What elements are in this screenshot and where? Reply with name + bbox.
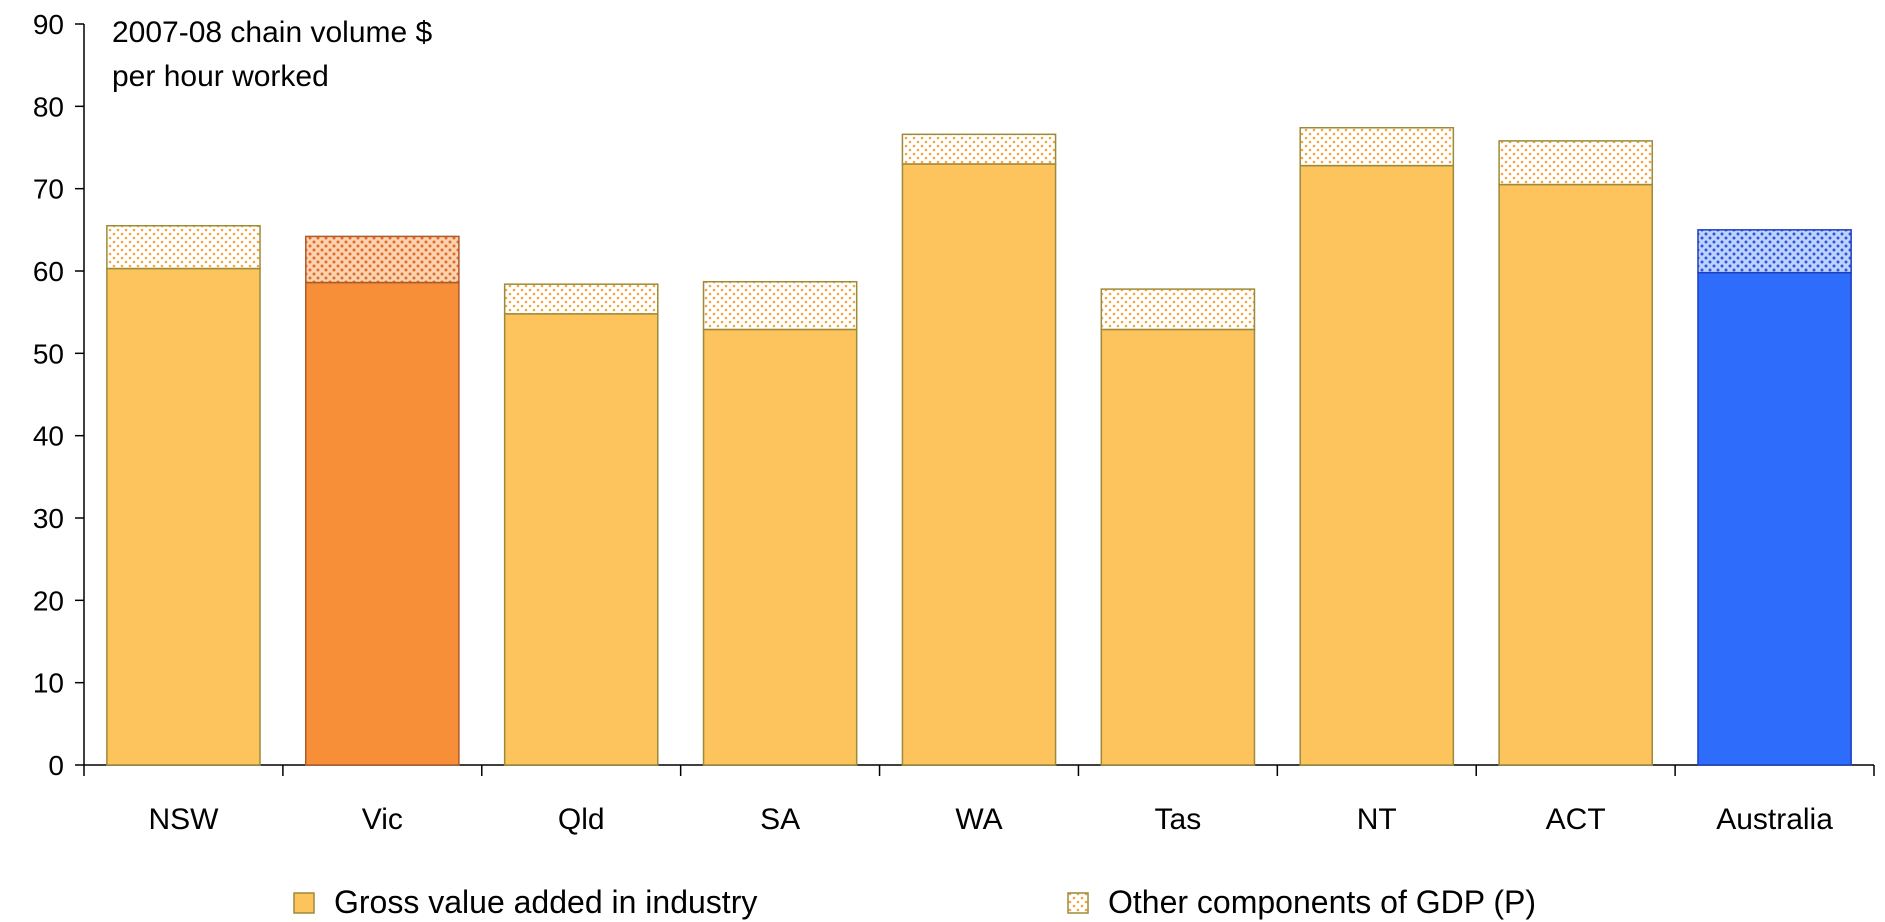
y-tick-label: 40 [33,421,64,452]
bar-gva-act [1498,183,1653,766]
y-tick-label: 80 [33,91,64,122]
unit-label-line-2: per hour worked [112,60,329,93]
x-category-label: Vic [362,803,403,836]
bars [106,126,1852,766]
legend-label-other: Other components of GDP (P) [1108,884,1536,920]
y-tick-label: 70 [33,174,64,205]
bar-gva-sa [702,328,858,766]
unit-label-line-1: 2007-08 chain volume $ [112,16,433,49]
x-category-label: NSW [148,803,219,836]
y-tick-label: 90 [33,9,64,40]
x-category-label: Qld [558,803,605,836]
bar-gva-wa [901,163,1057,766]
x-category-label: WA [955,803,1002,836]
bar-other-nt [1299,126,1455,167]
bar-gva-tas [1100,328,1256,766]
bar-other-vic [305,235,460,284]
x-category-label: Australia [1716,803,1833,836]
x-category-label: Tas [1155,803,1202,836]
y-tick-label: 60 [33,256,64,287]
bar-gva-nt [1299,164,1455,766]
bar-gva-nsw [106,267,261,766]
y-tick-label: 30 [33,503,64,534]
bar-other-wa [901,133,1057,165]
bar-other-qld [503,283,659,315]
x-axis: NSW Vic Qld SA WA Tas NT ACT Australia [83,764,1875,836]
bar-gva-qld [503,313,659,766]
x-category-label: NT [1357,803,1397,836]
y-axis: 0 10 20 30 40 50 60 70 80 90 [33,9,85,781]
y-axis-unit-label: 2007-08 chain volume $ per hour worked [112,16,441,93]
y-tick-label: 10 [33,668,64,699]
bar-other-nsw [106,224,261,270]
legend-label-gva: Gross value added in industry [334,884,757,920]
bar-other-tas [1100,288,1256,331]
y-tick-label: 50 [33,338,64,369]
y-tick-label: 20 [33,585,64,616]
bar-gva-australia [1697,271,1852,766]
legend-swatch-other [1067,892,1089,914]
x-category-label: SA [760,803,800,836]
x-category-label: ACT [1546,803,1606,836]
bar-other-sa [702,280,858,331]
legend-swatch-gva [293,892,315,914]
bar-gva-vic [305,281,460,766]
legend: Gross value added in industry Other comp… [293,884,1536,920]
bar-other-act [1498,140,1653,186]
bar-other-australia [1697,229,1852,274]
y-tick-label: 0 [48,750,64,781]
